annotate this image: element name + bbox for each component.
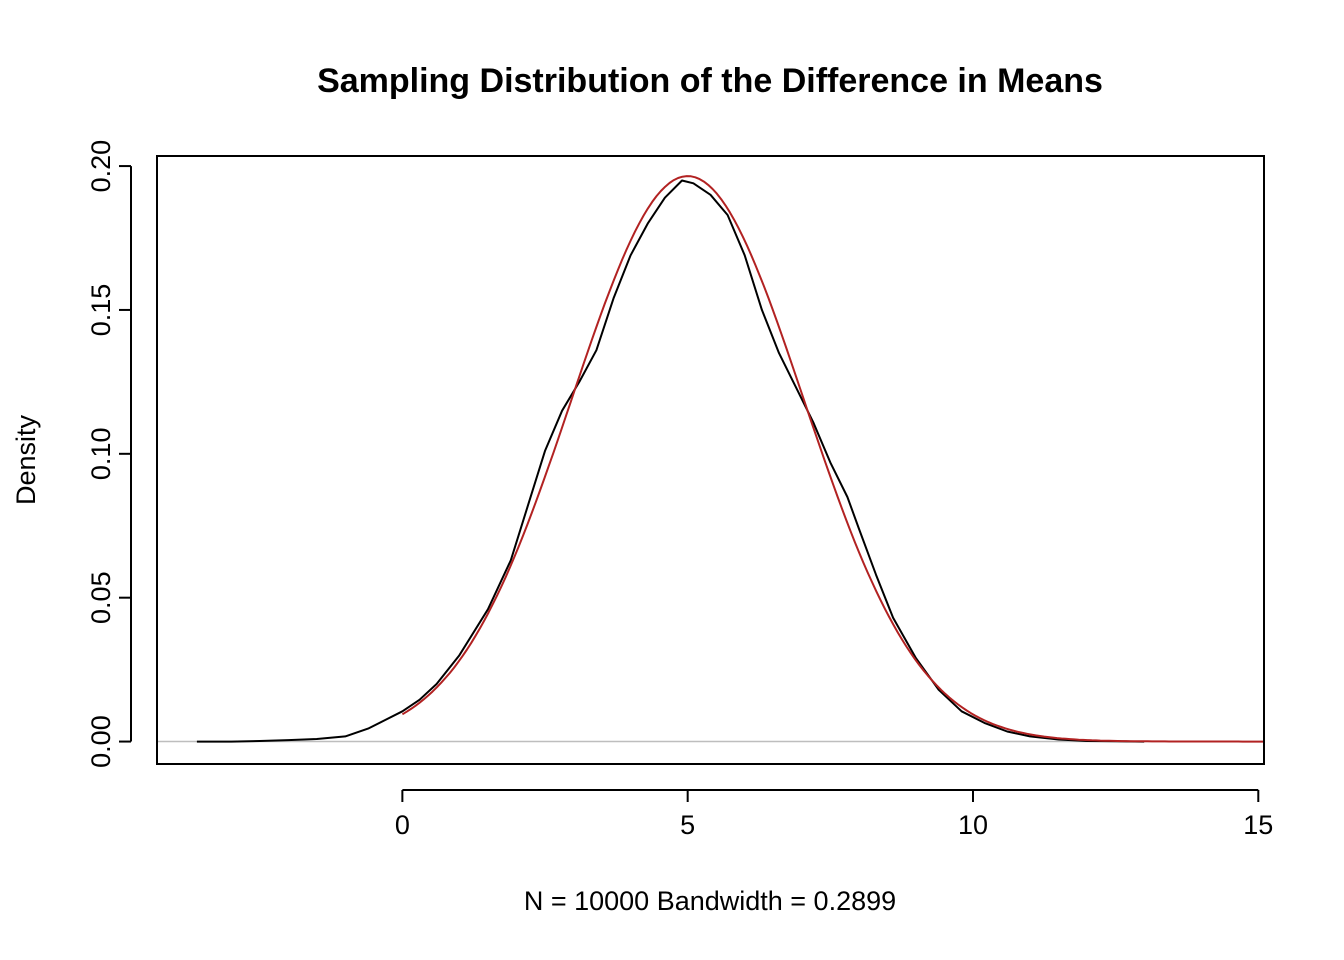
plot-area bbox=[157, 175, 1264, 743]
y-tick-label: 0.20 bbox=[86, 140, 116, 193]
x-axis: 0 5 10 15 bbox=[395, 789, 1273, 840]
x-tick-label: 15 bbox=[1243, 810, 1273, 840]
x-axis-label: N = 10000 Bandwidth = 0.2899 bbox=[524, 886, 896, 916]
x-tick-label: 0 bbox=[395, 810, 410, 840]
y-tick-label: 0.15 bbox=[86, 284, 116, 337]
plot-frame bbox=[156, 155, 1265, 765]
normal-density-line bbox=[401, 175, 1264, 743]
x-tick-label: 10 bbox=[958, 810, 988, 840]
chart-title: Sampling Distribution of the Difference … bbox=[317, 62, 1103, 100]
y-axis: 0.00 0.05 0.10 0.15 0.20 bbox=[86, 140, 132, 768]
y-tick-label: 0.00 bbox=[86, 715, 116, 768]
kde-density-line bbox=[196, 179, 1145, 743]
x-tick-label: 5 bbox=[680, 810, 695, 840]
y-tick-label: 0.05 bbox=[86, 571, 116, 624]
y-axis-label: Density bbox=[11, 414, 41, 505]
y-tick-label: 0.10 bbox=[86, 428, 116, 481]
